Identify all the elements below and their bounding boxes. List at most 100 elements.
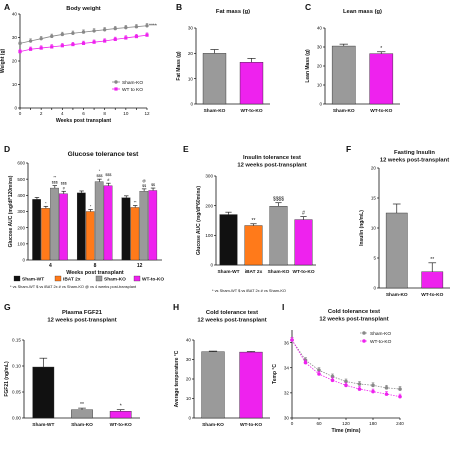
panel-C-x-tick-label: Sham-KO <box>333 108 355 114</box>
panel-I-point-2 <box>344 383 348 388</box>
panel-D-bar-2 <box>130 207 140 261</box>
panel-I-title-line-2: 12 weeks post-transplant <box>319 316 388 322</box>
panel-C-bar-2 <box>369 53 394 105</box>
panel-D-bar-3 <box>139 191 149 261</box>
panel-D-x-tick-label: 12 <box>137 263 143 269</box>
panel-D-bar-3 <box>50 187 59 261</box>
panel-A-y-tick-label: 10 <box>12 82 18 87</box>
panel-D-significance: $$$ <box>52 181 58 185</box>
panel-D-legend-swatch-4 <box>133 275 141 282</box>
panel-H-y-tick-label: 30 <box>186 357 192 362</box>
panel-D-significance: $$$ <box>105 173 111 177</box>
panel-I-point-2 <box>330 378 335 383</box>
panel-A-point-2 <box>28 47 33 51</box>
panel-C-y-tick-label: 40 <box>317 26 323 31</box>
panel-A-point-1 <box>28 39 33 43</box>
panel-D-bar-4 <box>59 193 68 261</box>
panel-I-point-1 <box>357 382 362 386</box>
panel-H-bar-2 <box>239 351 263 419</box>
panel-D-x-axis-label: Weeks post transplant <box>66 270 124 276</box>
panel-I-point-2 <box>357 387 362 391</box>
panel-A-point-1 <box>113 26 117 31</box>
panel-I-point-1 <box>344 379 348 384</box>
panel-D-legend-label-2: iBAT 2x <box>63 277 81 283</box>
panel-D-bar-1 <box>121 197 131 261</box>
panel-D-significance: ** <box>53 176 56 180</box>
panel-G-y-tick-label: 0.10 <box>12 364 21 369</box>
panel-D-x-tick-label: 4 <box>49 263 52 269</box>
panel-I-point-2 <box>290 338 294 342</box>
panel-G-significance-2: ** <box>80 402 84 408</box>
panel-D-legend-swatch-2 <box>54 275 62 282</box>
panel-C-y-tick-label: 10 <box>317 83 323 88</box>
panel-B-y-axis-label: Fat Mass (g) <box>176 51 182 81</box>
panel-H-x-tick-label: Sham-KO <box>202 422 224 428</box>
panel-D-y-tick-label: 200 <box>17 225 25 230</box>
panel-E-x-tick-label: Sham-KO <box>268 269 290 275</box>
panel-F-bar-2 <box>421 271 444 289</box>
panel-D-significance: * <box>45 201 47 205</box>
panel-I-x-tick-label: 180 <box>369 421 377 426</box>
panel-C-letter: C <box>305 2 311 12</box>
panel-H-y-tick-label: 40 <box>186 338 192 343</box>
panel-D-y-axis-label: Glucose AUC (mg/dl*120mins) <box>8 175 14 247</box>
panel-A-point-1 <box>92 29 96 33</box>
panel-F-title-line-2: 12 weeks post-transplant <box>380 157 449 163</box>
panel-A-point-2 <box>145 33 149 37</box>
panel-D-y-tick-label: 0 <box>22 258 25 263</box>
panel-C-bar-1 <box>331 45 356 105</box>
panel-A-x-tick-label: 4 <box>61 111 64 116</box>
panel-E-title-line-2: 12 weeks post-transplant <box>237 162 306 168</box>
panel-D-legend-swatch-3 <box>95 275 103 282</box>
panel-D-legend-swatch-1 <box>13 275 21 282</box>
panel-D-bar-2 <box>85 211 95 261</box>
panel-B-bar-2 <box>239 62 264 105</box>
panel-H-y-axis-label: Average temperature °C <box>174 350 180 407</box>
panel-D-significance: # <box>63 186 65 190</box>
panel-E-y-axis-label: Glucose AUC (mg/dl*60mins) <box>196 186 202 255</box>
panel-D-legend-label-1: Sham-WT <box>22 277 44 283</box>
panel-E-bar-2 <box>244 225 263 266</box>
panel-A-x-tick-label: 0 <box>19 111 22 116</box>
panel-E-bar-3 <box>269 206 288 266</box>
panel-A-x-tick-label: 10 <box>123 111 129 116</box>
panel-B-y-tick-label: 20 <box>188 51 194 56</box>
panel-D-significance: $$ <box>142 184 146 188</box>
panel-A-x-axis-label: Weeks post transplant <box>56 118 112 124</box>
panel-F-y-tick-label: 15 <box>371 196 377 201</box>
panel-A-y-tick-label: 20 <box>12 59 18 64</box>
panel-I-legend-marker-2 <box>362 339 366 343</box>
panel-A-x-tick-label: 12 <box>144 111 150 116</box>
panel-A-title: Body weight <box>66 6 101 12</box>
panel-D-bar-4 <box>148 190 158 261</box>
panel-E-x-tick-label: iBAT 2x <box>245 269 263 275</box>
panel-F-y-axis-label: Insulin (ng/mL) <box>359 210 365 246</box>
panel-C-y-tick-label: 0 <box>319 102 322 107</box>
panel-E-letter: E <box>183 144 189 154</box>
panel-D-footnote: * vs Sham-WT $ vs iBAT 2x # vs Sham-KO @… <box>10 284 137 289</box>
panel-B-title: Fat mass (g) <box>216 9 250 15</box>
panel-I-legend-label-2: WT-to-KO <box>370 339 392 345</box>
panel-I-point-1 <box>317 368 321 373</box>
panel-A-point-1 <box>50 34 54 39</box>
panel-G-x-tick-label: Sham-WT <box>32 422 54 428</box>
panel-E-footnote: * vs Sham-WT $ vs iBAT 2x # vs Sham-KO <box>212 288 286 293</box>
panel-F-title-line-1: Fasting Insulin <box>394 150 435 156</box>
panel-D-significance: ** <box>134 201 137 205</box>
panel-I-x-axis-label: Time (mins) <box>331 428 360 434</box>
panel-D-bar-4 <box>103 185 113 261</box>
panel-A-x-tick-label: 6 <box>82 111 85 116</box>
panel-A-y-tick-label: 0 <box>14 106 17 111</box>
panel-A-x-tick-label: 8 <box>103 111 106 116</box>
panel-F-y-tick-label: 0 <box>373 286 376 291</box>
panel-D-significance: * <box>99 169 101 173</box>
panel-I-point-2 <box>398 394 402 399</box>
panel-I-point-2 <box>371 389 375 394</box>
panel-E-bar-4 <box>294 219 313 266</box>
panel-G-bar-2 <box>71 409 93 419</box>
panel-D-y-tick-label: 400 <box>17 193 25 198</box>
panel-A-point-1 <box>39 36 43 41</box>
panel-D-significance: * <box>90 205 92 209</box>
panel-A-y-tick-label: 40 <box>12 12 18 17</box>
